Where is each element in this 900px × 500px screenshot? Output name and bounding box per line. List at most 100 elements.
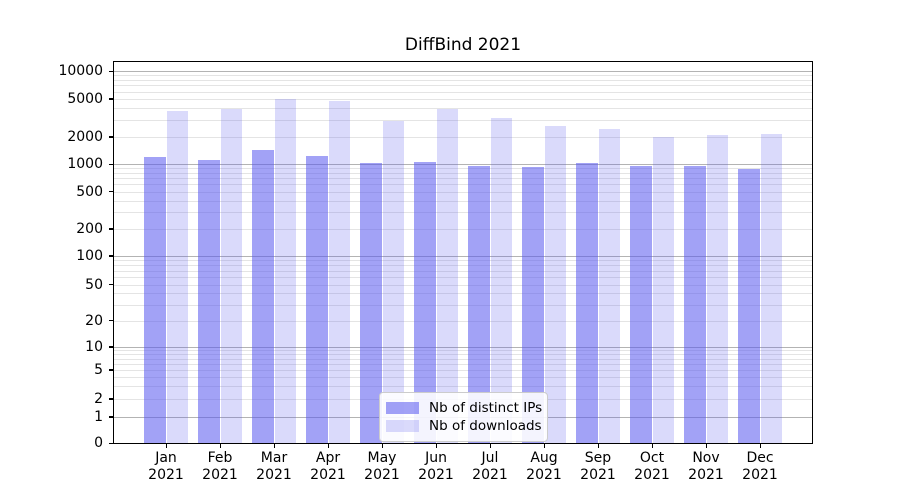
bar-distinct-ips-jan xyxy=(144,156,166,443)
minor-gridline xyxy=(114,260,812,262)
bar-downloads-sep xyxy=(598,129,620,443)
x-tick-label-month: Aug xyxy=(530,450,558,466)
minor-gridline xyxy=(114,184,812,186)
x-tick-mark xyxy=(651,444,653,448)
legend: Nb of distinct IPs Nb of downloads xyxy=(379,392,548,442)
x-tick-mark xyxy=(543,444,545,448)
minor-gridline xyxy=(114,120,812,121)
legend-label: Nb of distinct IPs xyxy=(429,399,543,416)
y-tick-label: 500 xyxy=(76,183,103,200)
x-tick-label-year: 2021 xyxy=(202,467,238,483)
minor-gridline xyxy=(114,200,812,202)
legend-row: Nb of distinct IPs xyxy=(386,399,542,416)
y-tick-mark xyxy=(109,398,113,400)
y-tick-mark xyxy=(109,98,113,100)
major-gridline xyxy=(114,71,812,72)
x-tick-label-month: Jan xyxy=(155,450,177,466)
x-tick-label: Sep 2021 xyxy=(566,450,630,484)
x-tick-label-month: Jun xyxy=(425,450,447,466)
x-tick-label: Oct 2021 xyxy=(620,450,684,484)
minor-gridline xyxy=(114,377,812,378)
y-tick-mark xyxy=(109,284,113,286)
bar-distinct-ips-aug xyxy=(522,167,544,443)
minor-gridline xyxy=(114,212,812,214)
x-tick-label-year: 2021 xyxy=(688,467,724,483)
y-tick-label: 100 xyxy=(76,247,103,264)
bar-downloads-dec xyxy=(760,134,782,443)
bar-downloads-nov xyxy=(706,135,728,443)
bar-distinct-ips-may xyxy=(360,162,382,443)
bar-distinct-ips-apr xyxy=(306,155,328,443)
y-tick-mark xyxy=(109,70,113,72)
y-tick-mark xyxy=(109,369,113,371)
minor-gridline xyxy=(114,277,812,278)
x-tick-label-year: 2021 xyxy=(310,467,346,483)
y-tick-mark xyxy=(109,163,113,165)
minor-gridline xyxy=(114,98,812,100)
x-tick-label-month: Feb xyxy=(207,450,233,466)
x-tick-label-year: 2021 xyxy=(580,467,616,483)
major-gridline xyxy=(114,346,812,348)
minor-gridline xyxy=(114,270,812,272)
x-tick-mark xyxy=(273,444,275,448)
y-tick-label: 20 xyxy=(85,312,103,329)
x-tick-label-year: 2021 xyxy=(742,467,778,483)
x-tick-mark xyxy=(705,444,707,448)
x-tick-label: Apr 2021 xyxy=(296,450,360,484)
x-tick-mark xyxy=(165,444,167,448)
minor-gridline xyxy=(114,85,812,87)
minor-gridline xyxy=(114,91,812,93)
x-tick-label-month: Sep xyxy=(584,450,612,466)
chart-title: DiffBind 2021 xyxy=(404,35,522,55)
bar-downloads-may xyxy=(382,120,404,443)
x-tick-mark xyxy=(327,444,329,448)
x-tick-label-year: 2021 xyxy=(256,467,292,483)
bar-distinct-ips-jun xyxy=(414,161,436,443)
bar-distinct-ips-dec xyxy=(738,168,760,443)
x-tick-label-month: Apr xyxy=(315,450,341,466)
x-tick-label-month: Mar xyxy=(260,450,288,466)
minor-gridline xyxy=(114,369,812,371)
x-tick-label: May 2021 xyxy=(350,450,414,484)
major-gridline xyxy=(114,164,812,165)
x-tick-label-month: Dec xyxy=(746,450,774,466)
y-tick-mark xyxy=(109,346,113,348)
legend-label: Nb of downloads xyxy=(429,417,542,434)
minor-gridline xyxy=(114,363,812,365)
y-tick-mark xyxy=(109,191,113,193)
bar-downloads-jun xyxy=(436,108,458,443)
minor-gridline xyxy=(114,350,812,352)
x-tick-mark xyxy=(489,444,491,448)
minor-gridline xyxy=(114,320,812,322)
y-tick-label: 50 xyxy=(85,276,103,293)
minor-gridline xyxy=(114,75,812,77)
x-tick-mark xyxy=(435,444,437,448)
minor-gridline xyxy=(114,358,812,360)
y-tick-mark xyxy=(109,228,113,230)
x-tick-mark xyxy=(381,444,383,448)
x-tick-label: Nov 2021 xyxy=(674,450,738,484)
x-tick-label-year: 2021 xyxy=(634,467,670,483)
y-tick-mark xyxy=(109,320,113,322)
y-tick-mark xyxy=(109,136,113,138)
minor-gridline xyxy=(114,354,812,356)
y-tick-mark xyxy=(109,416,113,418)
x-tick-label-year: 2021 xyxy=(148,467,184,483)
minor-gridline xyxy=(114,178,812,180)
bar-distinct-ips-nov xyxy=(684,166,706,443)
x-tick-label: Dec 2021 xyxy=(728,450,792,484)
x-tick-label: Aug 2021 xyxy=(512,450,576,484)
x-tick-label: Jul 2021 xyxy=(458,450,522,484)
y-tick-label: 2000 xyxy=(67,128,103,145)
bar-downloads-mar xyxy=(274,98,296,443)
y-tick-label: 200 xyxy=(76,220,103,237)
minor-gridline xyxy=(114,293,812,295)
x-tick-mark xyxy=(219,444,221,448)
minor-gridline xyxy=(114,284,812,286)
x-tick-label: Feb 2021 xyxy=(188,450,252,484)
minor-gridline xyxy=(114,265,812,267)
y-tick-label: 0 xyxy=(94,435,103,451)
x-tick-label-month: May xyxy=(367,450,397,466)
bar-distinct-ips-jul xyxy=(468,165,490,443)
